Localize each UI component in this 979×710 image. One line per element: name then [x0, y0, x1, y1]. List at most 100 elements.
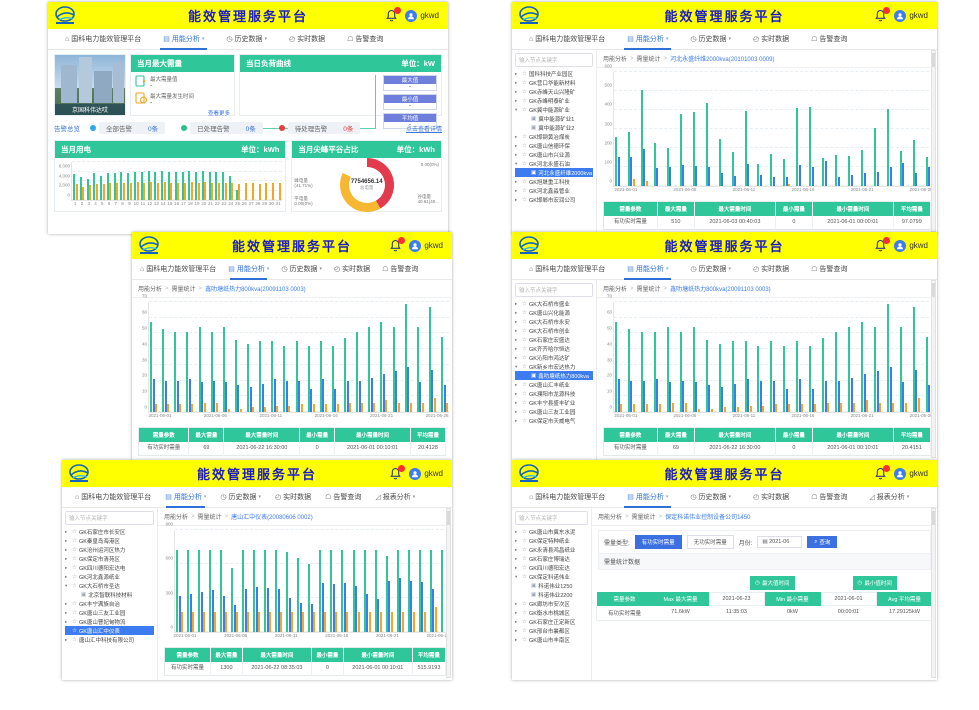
device-tree[interactable]: 输入节点关键字 ▸ ☆ GK唐山市冀东水泥 ▸ ☆ GK保定特种纸业 ▸ ☆ GK永清县鸿昌纸业… [512, 508, 592, 680]
tree-item[interactable]: ▸ ☆ GK石家庄正定新区 [515, 617, 588, 626]
nav-item-report[interactable]: ◿ 报表分析 ▾ [368, 487, 422, 508]
tree-item[interactable]: ▸ ☆ GK四川德阳宏达电 [65, 563, 154, 572]
tree-item[interactable]: ▸ ☆ GK石家庄市长安区 [65, 527, 154, 536]
chevron-down-icon[interactable]: ▾ [515, 106, 518, 112]
scrollbar-thumb[interactable] [932, 53, 935, 67]
tree-item[interactable]: ▾ ☆ GK冀中能源矿业 [515, 105, 593, 114]
tree-item[interactable]: ▸ ☆ 唐山汇中科技有限公司 [65, 635, 154, 644]
nav-item-realtime[interactable]: ◴ 实时数据 [742, 487, 800, 508]
crumb-root[interactable]: 用能分析 [598, 515, 623, 521]
chevron-right-icon[interactable]: ▸ [515, 300, 518, 306]
alarm-item-all[interactable]: 全部告警 0条 [90, 122, 166, 134]
alarm-item-pending[interactable]: 待处理告警 0条 [278, 122, 361, 134]
nav-item-realtime[interactable]: ◴ 实时数据 [328, 259, 376, 280]
tree-item[interactable]: ▸ ☆ GK秦皇岛海港区 [65, 536, 154, 545]
chevron-right-icon[interactable]: ▸ [515, 88, 518, 94]
tree-item[interactable]: ▸ ☆ GK沧州运河区热力 [65, 545, 154, 554]
chevron-right-icon[interactable]: ▸ [515, 609, 518, 615]
nav-item-history[interactable]: ◷ 历史数据 ▾ [215, 29, 278, 50]
nav-item-realtime[interactable]: ◴ 实时数据 [268, 487, 318, 508]
chevron-down-icon[interactable]: ▾ [515, 573, 518, 579]
chevron-right-icon[interactable]: ▸ [65, 609, 68, 615]
crumb-mid[interactable]: 需量统计 [636, 57, 661, 63]
chevron-right-icon[interactable]: ▸ [65, 555, 68, 561]
bell-icon[interactable] [385, 6, 402, 23]
nav-item-home[interactable]: ⌂ 国科电力能效管理平台 [518, 29, 616, 50]
scrollbar[interactable] [446, 508, 451, 678]
chevron-right-icon[interactable]: ▸ [515, 381, 518, 387]
chevron-right-icon[interactable]: ▸ [515, 390, 518, 396]
user-menu[interactable]: gkwd [405, 9, 439, 22]
chevron-right-icon[interactable]: ▸ [515, 70, 518, 76]
scrollbar-thumb[interactable] [447, 511, 450, 525]
nav-item-home[interactable]: ⌂ 国科电力能效管理平台 [54, 29, 152, 50]
tree-item[interactable]: ▸ ☆ GK赤峰天山兴隆矿 [515, 87, 593, 96]
nav-item-analysis[interactable]: ▤ 用能分析 ▾ [616, 29, 679, 50]
chevron-right-icon[interactable]: ▸ [65, 528, 68, 534]
chevron-right-icon[interactable]: ▸ [515, 133, 518, 139]
crumb-mid[interactable]: 需量统计 [631, 515, 656, 521]
chevron-right-icon[interactable]: ▸ [515, 537, 518, 543]
crumb-root[interactable]: 用能分析 [603, 57, 628, 63]
scrollbar[interactable] [931, 50, 936, 232]
chevron-right-icon[interactable]: ▸ [515, 318, 518, 324]
user-menu[interactable]: gkwd [409, 467, 443, 480]
chevron-right-icon[interactable]: ▸ [515, 97, 518, 103]
tree-item[interactable]: ▸ ☆ GK唐山三友工业园 [515, 407, 593, 416]
chevron-right-icon[interactable]: ▸ [515, 178, 518, 184]
alarm-item-handled[interactable]: 已处理告警 0条 [181, 122, 263, 134]
crumb-root[interactable]: 用能分析 [138, 287, 163, 293]
scrollbar[interactable] [931, 508, 936, 678]
tree-item[interactable]: ▸ ☆ GK河北鑫淼管业 [515, 186, 593, 195]
user-menu[interactable]: gkwd [409, 239, 443, 252]
nav-item-home[interactable]: ⌂ 国科电力能效管理平台 [68, 487, 158, 508]
device-tree[interactable]: 输入节点关键字 ▸ ☆ GK大石桥市盛业 ▸ ☆ GK唐山兴化能源 ▸ ☆ GK大石桥市永安 ▸ ☆… [512, 280, 597, 460]
tree-search-input[interactable]: 输入节点关键字 [65, 511, 154, 525]
chevron-down-icon[interactable]: ▾ [515, 363, 518, 369]
nav-item-analysis[interactable]: ▤ 用能分析 ▾ [616, 259, 679, 280]
tree-item[interactable]: ▣ 河北永盛纤维2000kva [515, 168, 593, 177]
tree-item[interactable]: ▸ ☆ GK唐山市冀东水泥 [515, 527, 588, 536]
chevron-right-icon[interactable]: ▸ [515, 417, 518, 423]
scrollbar[interactable] [931, 280, 936, 458]
nav-item-history[interactable]: ◷ 历史数据 ▾ [275, 259, 328, 280]
tree-item[interactable]: ▸ ☆ GK濮阳市龙源科技 [515, 389, 593, 398]
scrollbar-thumb[interactable] [932, 283, 935, 297]
tree-item[interactable]: ▸ ☆ GK赤峰明泰矿业 [515, 96, 593, 105]
alarm-detail-link[interactable]: 点击查看详情 [405, 126, 442, 133]
chevron-right-icon[interactable]: ▸ [515, 408, 518, 414]
tree-item[interactable]: ▸ ☆ GK河北鑫源纸业 [65, 572, 154, 581]
tree-item[interactable]: ▣ 冀中能源矿业2 [515, 123, 593, 132]
demand-type-active-option[interactable]: 有功实时需量 [634, 535, 682, 549]
tree-item[interactable]: ▸ ☆ GK丰宁满族自治 [65, 599, 154, 608]
chevron-right-icon[interactable]: ▸ [515, 555, 518, 561]
nav-item-alarm[interactable]: ☖ 告警查询 [800, 259, 858, 280]
tree-item[interactable]: ▣ 科诺伟业1250 [515, 581, 588, 590]
tree-search-input[interactable]: 输入节点关键字 [515, 511, 588, 525]
tree-item[interactable]: ▸ ☆ GK衡水市桃城区 [515, 608, 588, 617]
chevron-right-icon[interactable]: ▸ [515, 600, 518, 606]
tree-search-input[interactable]: 输入节点关键字 [515, 283, 593, 297]
chevron-right-icon[interactable]: ▸ [65, 546, 68, 552]
tree-item[interactable]: ▸ ☆ GK唐山信德环保 [515, 141, 593, 150]
chevron-right-icon[interactable]: ▸ [515, 309, 518, 315]
tree-item[interactable]: ▸ ☆ GK唐山汇丰纸业 [515, 380, 593, 389]
nav-item-analysis[interactable]: ▤ 用能分析 ▾ [152, 29, 215, 50]
tree-item[interactable]: ▾ ☆ GK保定科诺伟业 [515, 572, 588, 581]
tree-item[interactable]: ▣ 鑫叻塘纸热力800kva [515, 371, 593, 380]
tree-item[interactable]: ▾ ☆ GK新乡市宏达热力 [515, 362, 593, 371]
chevron-right-icon[interactable]: ▸ [515, 151, 518, 157]
tree-item[interactable]: ▾ ☆ GK大石桥市圣达 [65, 581, 154, 590]
tree-item[interactable]: ▸ ☆ GK石家庄宏盛达 [515, 335, 593, 344]
tree-item[interactable]: ▸ ☆ 国科科技产业园区 [515, 69, 593, 78]
chevron-right-icon[interactable]: ▸ [515, 564, 518, 570]
tree-item[interactable]: ▸ ☆ GK唐山市兴业源 [515, 150, 593, 159]
bell-icon[interactable] [389, 464, 406, 481]
tree-item[interactable]: ▸ ☆ GK永清县鸿昌纸业 [515, 545, 588, 554]
tree-item[interactable]: ▸ ☆ GK保定特种纸业 [515, 536, 588, 545]
tree-item[interactable]: ▸ ☆ GK邯郸市宏润公司 [515, 195, 593, 204]
tree-item[interactable]: ▸ ☆ GK营口华能新材料 [515, 78, 593, 87]
tree-item[interactable]: ▸ ☆ GK保定市天威电气 [515, 416, 593, 425]
bell-icon[interactable] [389, 236, 406, 253]
bell-icon[interactable] [874, 236, 891, 253]
